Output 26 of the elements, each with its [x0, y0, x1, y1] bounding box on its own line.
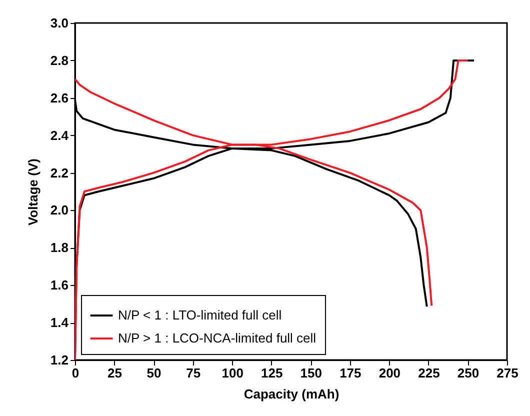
- y-tick-label: 3.0: [50, 16, 68, 30]
- y-tick-label: 2.8: [50, 52, 68, 68]
- x-tick-label: 125: [261, 366, 283, 380]
- x-tick-label: 25: [108, 366, 122, 380]
- x-tick-label: 150: [300, 366, 322, 380]
- x-tick-label: 100: [222, 366, 244, 380]
- x-tick-label: 75: [186, 366, 201, 380]
- x-tick-label: 275: [496, 366, 518, 380]
- y-tick-label: 2.2: [50, 165, 68, 180]
- x-axis-title: Capacity (mAh): [244, 386, 340, 402]
- y-tick-label: 1.4: [50, 315, 70, 330]
- x-tick-label: 250: [457, 366, 480, 380]
- y-axis-title: Voltage (V): [25, 158, 40, 226]
- y-tick-label: 1.6: [50, 278, 68, 293]
- y-tick-label: 1.8: [50, 240, 68, 256]
- y-tick-label: 1.2: [50, 352, 68, 368]
- legend-label: N/P > 1 : LCO-NCA-limited full cell: [118, 330, 316, 346]
- x-tick-label: 0: [72, 366, 80, 380]
- y-tick-label: 2.6: [50, 90, 68, 106]
- y-tick-label: 2.4: [50, 128, 70, 143]
- x-tick-label: 225: [418, 366, 440, 380]
- x-tick-label: 200: [378, 366, 401, 380]
- x-tick-label: 175: [340, 366, 362, 380]
- x-tick-label: 50: [146, 366, 162, 380]
- legend-label: N/P < 1 : LTO-limited full cell: [118, 308, 282, 322]
- y-tick-label: 2.0: [50, 202, 68, 218]
